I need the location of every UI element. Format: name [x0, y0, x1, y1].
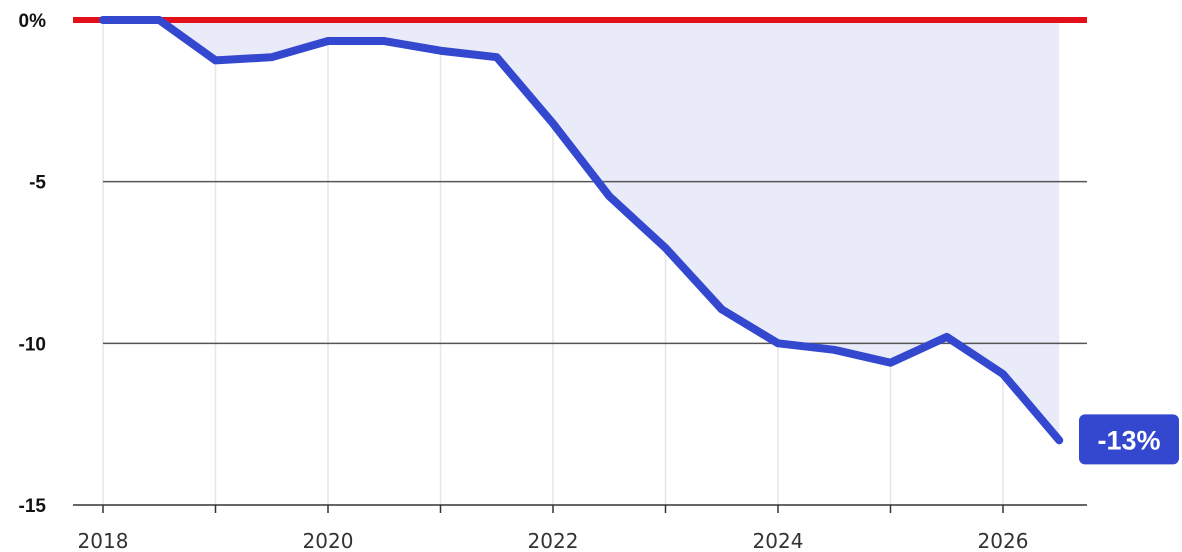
x-tick-label: 2018 — [78, 529, 129, 552]
y-tick-label: -15 — [19, 496, 47, 517]
data-point — [268, 53, 276, 61]
data-point — [718, 305, 726, 313]
data-point — [324, 37, 332, 45]
data-point — [549, 119, 557, 127]
data-point — [887, 359, 895, 367]
end-value-label: -13% — [1079, 414, 1179, 465]
data-point — [943, 333, 951, 341]
x-tick-label: 2022 — [528, 529, 579, 552]
data-point — [1055, 436, 1063, 444]
x-tick-label: 2020 — [303, 529, 354, 552]
data-point — [437, 47, 445, 55]
x-tick-label: 2026 — [978, 529, 1029, 552]
data-point — [605, 192, 613, 200]
data-point — [212, 56, 220, 64]
data-point — [662, 244, 670, 252]
data-point — [493, 53, 501, 61]
end-value-label-background — [1079, 414, 1179, 465]
x-axis-labels: 2018 2020 2022 2024 2026 — [78, 529, 1029, 552]
y-tick-label: -10 — [19, 334, 46, 355]
area-fill — [103, 20, 1060, 441]
data-point — [774, 339, 782, 347]
data-point — [155, 16, 163, 24]
x-axis-ticks — [102, 505, 1004, 513]
data-point — [380, 37, 388, 45]
x-tick-label: 2024 — [753, 529, 804, 552]
series-line — [99, 16, 1064, 445]
end-value-label-text: -13% — [1097, 425, 1160, 455]
data-point — [999, 370, 1007, 378]
data-point — [99, 16, 107, 24]
y-tick-label: 0% — [19, 11, 47, 32]
data-point — [830, 346, 838, 354]
y-tick-label: -5 — [29, 173, 46, 194]
y-axis-labels: 0% -5 -10 -15 — [19, 11, 47, 517]
